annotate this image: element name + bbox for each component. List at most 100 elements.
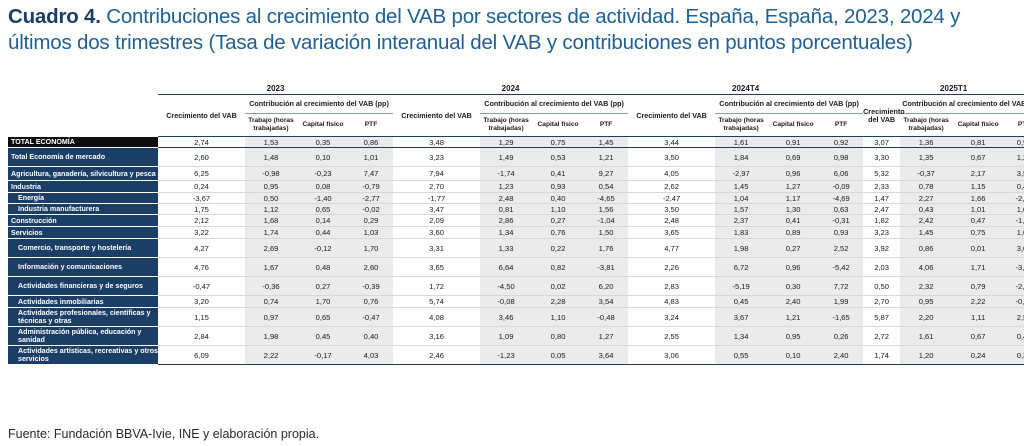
table-cell: 3,16 xyxy=(393,326,481,346)
table-cell: -1,04 xyxy=(584,214,629,227)
table-cell: 2,46 xyxy=(393,345,481,365)
table-cell: 1,20 xyxy=(900,345,953,365)
ptf-header: PTF xyxy=(1004,113,1024,137)
row-label: Energía xyxy=(8,192,158,204)
table-cell: 0,95 xyxy=(245,180,297,193)
table-cell: 4,77 xyxy=(628,238,716,258)
table-cell: 1,29 xyxy=(480,136,533,148)
table-cell: 1,47 xyxy=(863,192,901,204)
table-cell: 0,44 xyxy=(297,226,349,239)
table-cell: 3,64 xyxy=(584,345,629,365)
table-cell: 0,08 xyxy=(297,180,349,193)
table-cell: 2,84 xyxy=(158,326,245,346)
table-cell: 3,23 xyxy=(863,226,901,239)
labor-header: Trabajo (horas trabajadas) xyxy=(900,113,953,137)
contribution-header: Contribución al crecimiento del VAB (pp) xyxy=(715,94,864,114)
table-cell: 7,94 xyxy=(393,166,481,181)
table-cell: 0,78 xyxy=(900,180,953,193)
table-cell: 1,83 xyxy=(715,226,768,239)
table-cell: 3,04 xyxy=(1004,238,1024,258)
table-cell: 1,56 xyxy=(584,203,629,215)
table-cell: -0,09 xyxy=(819,180,864,193)
table-cell: 3,31 xyxy=(393,238,481,258)
table-cell: 2,03 xyxy=(863,257,901,277)
table-cell: 0,79 xyxy=(952,276,1005,296)
table-cell: 2,56 xyxy=(1004,307,1024,327)
subheader-row: Trabajo (horas trabajadas) Capital físic… xyxy=(8,113,1024,137)
table-cell: 0,76 xyxy=(532,226,585,239)
table-cell: -3,74 xyxy=(1004,257,1024,277)
table-cell: 2,48 xyxy=(628,214,716,227)
table-cell: 0,31 xyxy=(1004,345,1024,365)
table-cell: 7,72 xyxy=(819,276,864,296)
table-cell: 0,93 xyxy=(819,226,864,239)
table-cell: -4,69 xyxy=(819,192,864,204)
table-cell: -0,47 xyxy=(158,276,245,296)
table-cell: 1,33 xyxy=(480,238,533,258)
table-cell: 3,60 xyxy=(393,226,481,239)
table-title: Cuadro 4. Contribuciones al crecimiento … xyxy=(8,4,1018,56)
table-cell: 7,47 xyxy=(349,166,394,181)
table-cell: -0,47 xyxy=(349,307,394,327)
table-cell: -0,23 xyxy=(297,166,349,181)
table-cell: 3,48 xyxy=(393,136,481,148)
table-cell: 2,40 xyxy=(767,295,820,308)
table-cell: 1,01 xyxy=(349,147,394,167)
table-cell: 0,30 xyxy=(767,276,820,296)
ptf-header: PTF xyxy=(819,113,864,137)
table-cell: 2,47 xyxy=(863,203,901,215)
table-cell: 2,32 xyxy=(900,276,953,296)
table-cell: 0,45 xyxy=(715,295,768,308)
table-cell: 0,48 xyxy=(297,257,349,277)
table-cell: 2,12 xyxy=(158,214,245,227)
table-cell: 0,74 xyxy=(245,295,297,308)
table-row: Actividades profesionales, científicas y… xyxy=(8,307,1024,327)
table-cell: 2,28 xyxy=(532,295,585,308)
table-cell: 2,52 xyxy=(819,238,864,258)
table-cell: -0,47 xyxy=(1004,295,1024,308)
table-cell: 1,27 xyxy=(767,180,820,193)
table-cell: 0,75 xyxy=(952,226,1005,239)
row-label: Actividades financieras y de seguros xyxy=(8,276,158,296)
data-table-container: 2023 2024 2024T4 2025T1 Crecimiento del … xyxy=(8,84,1024,365)
table-cell: 0,96 xyxy=(767,257,820,277)
table-cell: 1,71 xyxy=(952,257,1005,277)
table-cell: -2,46 xyxy=(1004,192,1024,204)
table-cell: 0,35 xyxy=(297,136,349,148)
table-cell: 0,50 xyxy=(863,276,901,296)
period-header-row: 2023 2024 2024T4 2025T1 xyxy=(8,84,1024,95)
table-cell: 1,09 xyxy=(480,326,533,346)
table-cell: 1,01 xyxy=(952,203,1005,215)
contribution-header: Contribución al crecimiento del VAB (pp) xyxy=(900,94,1024,114)
table-cell: 0,40 xyxy=(349,326,394,346)
table-cell: -2,97 xyxy=(715,166,768,181)
table-cell: 0,97 xyxy=(245,307,297,327)
table-cell: 0,54 xyxy=(584,180,629,193)
table-cell: 2,74 xyxy=(158,136,245,148)
table-cell: 1,15 xyxy=(952,180,1005,193)
table-cell: 1,98 xyxy=(245,326,297,346)
table-body: TOTAL ECONOMÍA 2,74 1,53 0,35 0,86 3,48 1,29 0,… xyxy=(8,136,1024,365)
row-label: Total Economía de mercado xyxy=(8,147,158,167)
table-cell: 6,72 xyxy=(715,257,768,277)
table-cell: 0,40 xyxy=(532,192,585,204)
ptf-header: PTF xyxy=(584,113,629,137)
table-cell: 0,65 xyxy=(297,203,349,215)
table-cell: -1,40 xyxy=(297,192,349,204)
table-cell: 1,48 xyxy=(245,147,297,167)
table-cell: -0,02 xyxy=(349,203,394,215)
table-cell: 0,86 xyxy=(349,136,394,148)
period-header: 2024T4 xyxy=(628,84,864,95)
table-cell: 1,03 xyxy=(349,226,394,239)
table-cell: 1,66 xyxy=(952,192,1005,204)
table-cell: -1,65 xyxy=(819,307,864,327)
table-cell: 2,33 xyxy=(863,180,901,193)
table-cell: 1,61 xyxy=(715,136,768,148)
table-cell: 1,82 xyxy=(863,214,901,227)
table-cell: 1,10 xyxy=(532,307,585,327)
row-label: Construcción xyxy=(8,214,158,227)
table-cell: -0,17 xyxy=(297,345,349,365)
table-row: Información y comunicaciones 4,76 1,67 0,48… xyxy=(8,257,1024,277)
table-cell: 4,83 xyxy=(628,295,716,308)
table-cell: 0,81 xyxy=(480,203,533,215)
